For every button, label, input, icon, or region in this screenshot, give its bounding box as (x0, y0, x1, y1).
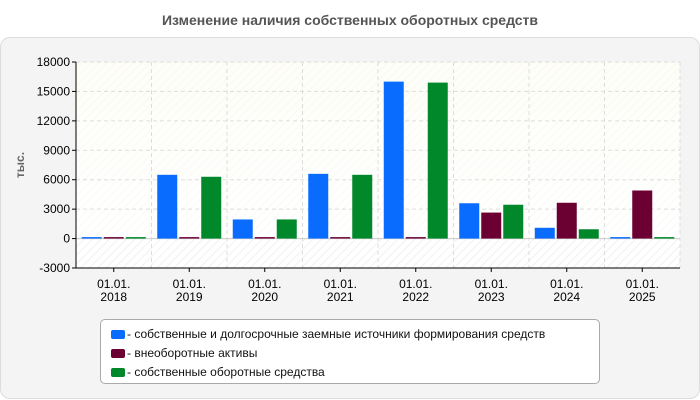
bar (632, 190, 653, 239)
bar (556, 202, 577, 239)
chart-legend: - собственные и долгосрочные заемные ист… (100, 319, 600, 384)
bar (481, 212, 502, 239)
bar (103, 237, 124, 239)
y-tick-label: 9000 (43, 143, 70, 157)
x-tick-label: 01.01. (626, 277, 659, 291)
x-tick-label: 2022 (402, 290, 429, 304)
x-tick-label: 2023 (478, 290, 505, 304)
x-tick-label: 01.01. (324, 277, 357, 291)
x-tick-label: 01.01. (248, 277, 281, 291)
y-tick-label: 3000 (43, 202, 70, 216)
bar (383, 81, 404, 239)
x-tick-label: 2024 (553, 290, 580, 304)
y-tick-label: 0 (63, 232, 70, 246)
y-tick-label: 12000 (37, 114, 71, 128)
bar (654, 237, 675, 239)
x-tick-label: 2025 (629, 290, 656, 304)
x-tick-label: 2019 (176, 290, 203, 304)
legend-swatch (111, 329, 125, 339)
bar (610, 237, 631, 239)
bar (254, 237, 275, 239)
y-tick-label: 18000 (37, 55, 71, 69)
bar (308, 173, 329, 239)
legend-item: - собственные и долгосрочные заемные ист… (111, 325, 545, 343)
bar (405, 237, 426, 239)
x-tick-label: 2021 (327, 290, 354, 304)
x-tick-label: 01.01. (173, 277, 206, 291)
legend-label: - собственные оборотные средства (127, 365, 325, 379)
bar (352, 174, 373, 239)
chart-title: Изменение наличия собственных оборотных … (161, 12, 539, 28)
legend-item: - собственные оборотные средства (111, 363, 325, 381)
bar (534, 227, 555, 239)
bar (179, 237, 200, 239)
bar (276, 219, 297, 239)
x-tick-label: 2020 (251, 290, 278, 304)
bar (81, 237, 102, 239)
x-tick-label: 2018 (100, 290, 127, 304)
legend-item: - внеоборотные активы (111, 344, 257, 362)
y-tick-label: -3000 (39, 261, 70, 275)
y-tick-label: 6000 (43, 173, 70, 187)
bar (330, 237, 351, 239)
bar (232, 219, 253, 239)
legend-label: - собственные и долгосрочные заемные ист… (127, 327, 546, 341)
bar (157, 174, 178, 239)
bar (427, 82, 448, 239)
legend-swatch (111, 348, 125, 358)
legend-swatch (111, 367, 125, 377)
y-axis-label: тыс. (13, 152, 27, 178)
x-tick-label: 01.01. (475, 277, 508, 291)
bar (201, 176, 222, 239)
x-tick-label: 01.01. (97, 277, 130, 291)
bar (459, 203, 480, 239)
y-tick-label: 15000 (37, 84, 71, 98)
bar (125, 237, 146, 239)
x-tick-label: 01.01. (550, 277, 583, 291)
bar (578, 229, 599, 239)
legend-label: - внеоборотные активы (127, 346, 258, 360)
x-tick-label: 01.01. (399, 277, 432, 291)
bar (503, 204, 524, 239)
